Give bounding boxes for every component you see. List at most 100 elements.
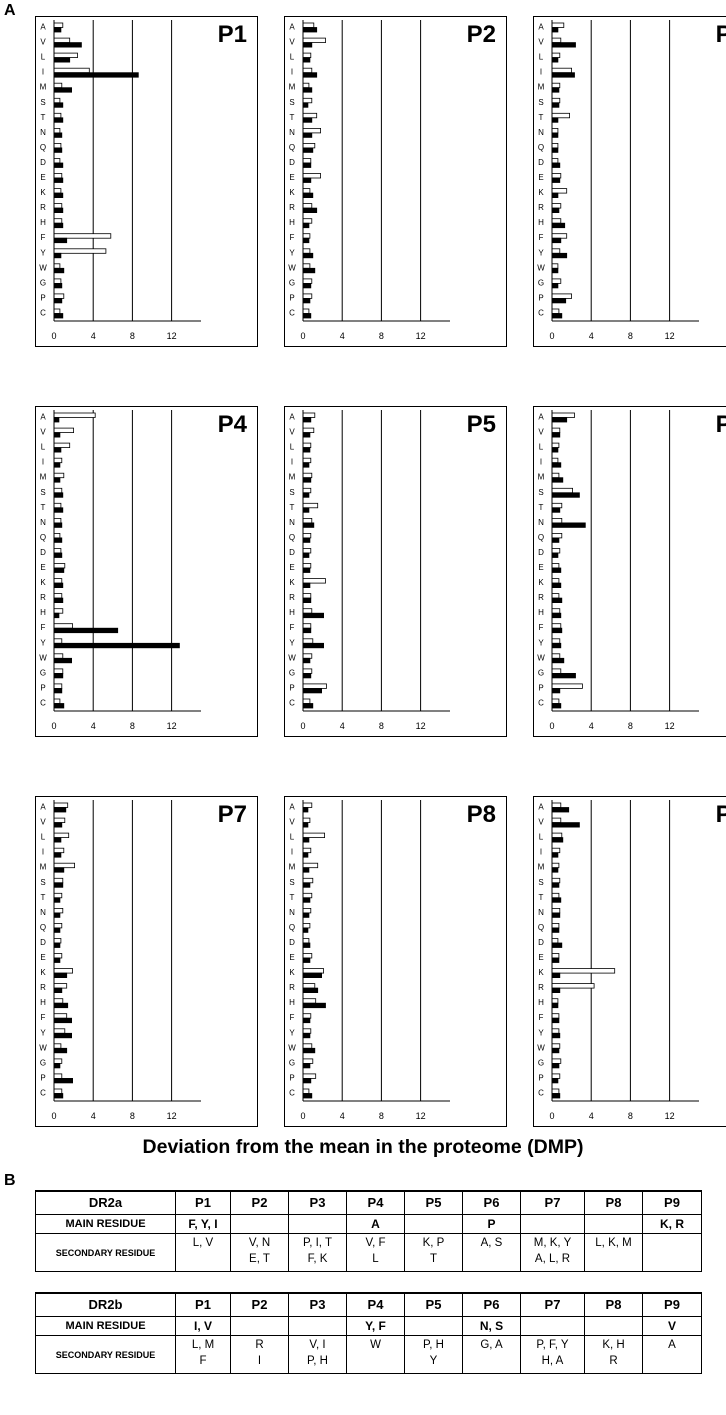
category-label: N xyxy=(40,908,46,917)
header-cell: P9 xyxy=(642,1190,702,1215)
category-label: G xyxy=(289,668,295,677)
bar-dark-i xyxy=(302,462,310,468)
category-label: T xyxy=(290,893,295,902)
bar-light-w xyxy=(551,653,561,659)
header-cell: P7 xyxy=(520,1190,585,1215)
category-label: D xyxy=(289,548,295,557)
bar-dark-l xyxy=(302,447,311,453)
bar-dark-m xyxy=(302,87,313,93)
bar-dark-y xyxy=(53,642,180,649)
secondary-residue-line: V, N xyxy=(248,1237,271,1249)
row-label: SECONDARY RESIDUE xyxy=(35,1233,176,1272)
bar-light-l xyxy=(302,52,312,58)
category-label: C xyxy=(289,309,295,318)
category-label: A xyxy=(538,23,544,32)
category-label: S xyxy=(289,878,294,887)
category-label: M xyxy=(40,83,47,92)
bar-light-t xyxy=(53,502,62,509)
tick-label: 4 xyxy=(340,721,345,731)
secondary-residue-line: P, H xyxy=(307,1355,328,1367)
bar-light-h xyxy=(53,608,64,614)
bar-dark-r xyxy=(551,207,560,214)
bar-dark-w xyxy=(53,1047,68,1054)
bar-dark-h xyxy=(53,1002,69,1009)
bar-dark-r xyxy=(302,987,319,994)
category-label: E xyxy=(40,563,45,572)
bar-light-k xyxy=(302,968,325,974)
secondary-residue-line: P, I, T xyxy=(303,1237,332,1249)
bar-light-d xyxy=(53,548,62,554)
category-label: T xyxy=(539,113,544,122)
category-label: L xyxy=(539,53,544,62)
bar-dark-q xyxy=(53,147,63,153)
bar-light-q xyxy=(53,533,61,539)
bar-dark-r xyxy=(53,987,63,994)
secondary-residue-line: A, S xyxy=(480,1237,503,1249)
bar-dark-f xyxy=(53,627,119,634)
bar-dark-m xyxy=(551,867,559,873)
category-label: G xyxy=(40,1058,46,1067)
bar-light-q xyxy=(53,923,63,929)
bar-light-e xyxy=(53,563,66,569)
bar-dark-y xyxy=(302,1032,311,1039)
bar-dark-p xyxy=(302,687,323,694)
bar-dark-c xyxy=(302,703,314,709)
bar-dark-d xyxy=(302,552,310,558)
secondary-residue-line: G, A xyxy=(480,1339,503,1351)
bar-dark-s xyxy=(551,882,560,888)
category-label: F xyxy=(539,623,544,632)
bar-light-p xyxy=(551,683,583,689)
row-label: MAIN RESIDUE xyxy=(35,1316,176,1336)
bar-dark-p xyxy=(302,1077,312,1084)
category-label: P xyxy=(538,683,543,692)
secondary-residue-line xyxy=(643,1235,701,1251)
bar-dark-g xyxy=(551,282,559,289)
header-cell: P2 xyxy=(230,1292,289,1317)
category-label: L xyxy=(41,833,46,842)
category-label: M xyxy=(40,863,47,872)
category-label: D xyxy=(40,938,46,947)
category-label: Q xyxy=(538,533,544,542)
bar-light-p xyxy=(551,1073,561,1079)
bar-light-d xyxy=(302,938,310,944)
panel-title: P9 xyxy=(716,801,726,828)
header-cell: DR2b xyxy=(35,1292,176,1317)
category-label: A xyxy=(538,413,544,422)
header-cell: P8 xyxy=(584,1292,643,1317)
bar-dark-c xyxy=(53,313,64,319)
bar-dark-v xyxy=(302,432,311,438)
bar-light-l xyxy=(302,832,326,838)
bar-light-s xyxy=(53,487,63,494)
bar-light-l xyxy=(53,442,71,448)
bar-light-r xyxy=(302,983,316,989)
tick-label: 0 xyxy=(51,331,56,341)
tick-label: 8 xyxy=(379,1111,384,1121)
category-label: A xyxy=(40,803,46,812)
category-label: H xyxy=(40,218,46,227)
bar-dark-r xyxy=(302,207,318,214)
category-label: A xyxy=(289,23,295,32)
category-label: L xyxy=(41,53,46,62)
bar-dark-w xyxy=(302,1047,316,1054)
category-label: H xyxy=(289,218,295,227)
bar-dark-k xyxy=(551,192,559,199)
secondary-residue-cell: W xyxy=(346,1335,405,1374)
bar-dark-g xyxy=(53,672,64,679)
tick-label: 0 xyxy=(300,1111,305,1121)
panel-title: P7 xyxy=(218,801,247,828)
bar-dark-e xyxy=(302,567,311,573)
bar-light-k xyxy=(302,188,311,194)
bar-dark-w xyxy=(551,657,565,664)
panel-title: P5 xyxy=(467,411,496,438)
category-label: Y xyxy=(40,638,46,647)
category-label: T xyxy=(290,503,295,512)
panel-title: P1 xyxy=(218,21,247,48)
category-label: V xyxy=(538,428,544,437)
bar-dark-n xyxy=(551,132,559,138)
bar-light-i xyxy=(53,457,63,464)
header-cell: P5 xyxy=(404,1292,463,1317)
category-label: R xyxy=(538,983,544,992)
